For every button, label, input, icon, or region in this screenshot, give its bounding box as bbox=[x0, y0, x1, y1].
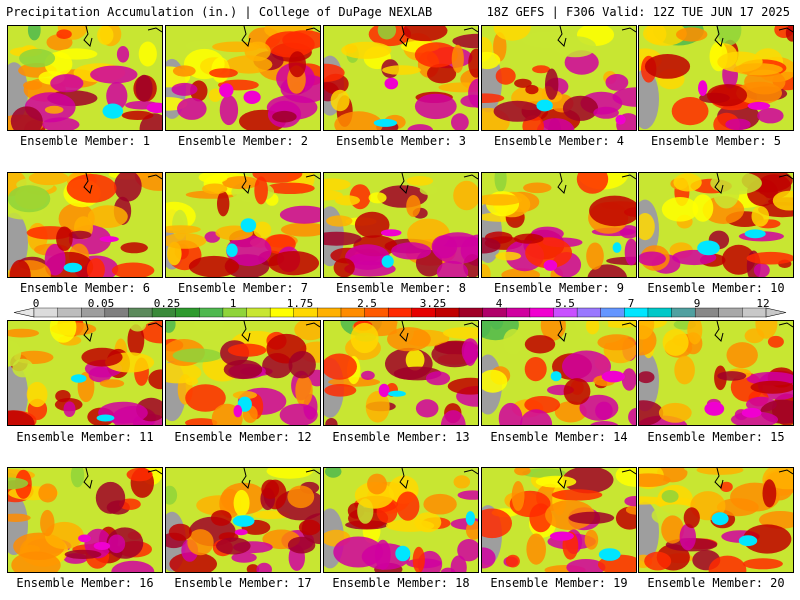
colorbar-swatch bbox=[529, 307, 554, 318]
member-map-20 bbox=[638, 467, 794, 573]
precip-colorbar bbox=[13, 307, 787, 318]
member-caption: Ensemble Member: 15 bbox=[647, 430, 785, 444]
member-caption: Ensemble Member: 11 bbox=[16, 430, 154, 444]
precip-field bbox=[482, 468, 636, 572]
colorbar-swatch bbox=[718, 307, 743, 318]
member-caption: Ensemble Member: 4 bbox=[493, 134, 625, 148]
precip-field bbox=[639, 468, 793, 572]
colorbar-swatch bbox=[506, 307, 531, 318]
member-map-18 bbox=[323, 467, 479, 573]
member-caption: Ensemble Member: 17 bbox=[174, 576, 312, 590]
colorbar-swatch bbox=[458, 307, 484, 318]
colorbar-swatch bbox=[647, 307, 673, 318]
member-caption: Ensemble Member: 9 bbox=[493, 281, 625, 295]
member-map-7 bbox=[165, 172, 321, 278]
member-map-10 bbox=[638, 172, 794, 278]
precip-field bbox=[639, 321, 793, 425]
member-map-6 bbox=[7, 172, 163, 278]
run-valid-time: 18Z GEFS | F306 Valid: 12Z TUE JUN 17 20… bbox=[486, 5, 790, 19]
member-map-15 bbox=[638, 320, 794, 426]
member-caption: Ensemble Member: 19 bbox=[490, 576, 628, 590]
member-map-14 bbox=[481, 320, 637, 426]
member-map-13 bbox=[323, 320, 479, 426]
member-map-11 bbox=[7, 320, 163, 426]
colorbar-min-arrow bbox=[13, 307, 35, 318]
member-map-9 bbox=[481, 172, 637, 278]
colorbar-swatch bbox=[576, 307, 602, 318]
member-caption: Ensemble Member: 16 bbox=[16, 576, 154, 590]
member-caption: Ensemble Member: 18 bbox=[332, 576, 470, 590]
colorbar-tick-label: 0 bbox=[32, 297, 40, 310]
colorbar-swatch bbox=[317, 307, 342, 318]
member-map-16 bbox=[7, 467, 163, 573]
member-map-1 bbox=[7, 25, 163, 131]
colorbar-tick-label: 5.5 bbox=[555, 297, 575, 310]
map-title: Precipitation Accumulation (in.) | Colle… bbox=[6, 5, 433, 19]
member-caption: Ensemble Member: 1 bbox=[19, 134, 151, 148]
precip-field bbox=[324, 173, 478, 277]
colorbar-swatch bbox=[128, 307, 153, 318]
member-caption: Ensemble Member: 2 bbox=[177, 134, 309, 148]
member-caption: Ensemble Member: 5 bbox=[650, 134, 782, 148]
precip-field bbox=[482, 26, 636, 130]
colorbar-swatch bbox=[600, 307, 625, 318]
colorbar-swatch bbox=[57, 307, 82, 318]
precip-field bbox=[324, 321, 478, 425]
precip-field bbox=[324, 26, 478, 130]
colorbar-swatch bbox=[482, 307, 507, 318]
member-map-12 bbox=[165, 320, 321, 426]
colorbar-tick-label: 0.05 bbox=[87, 297, 115, 310]
member-caption: Ensemble Member: 13 bbox=[332, 430, 470, 444]
precip-field bbox=[324, 468, 478, 572]
precip-field bbox=[166, 468, 320, 572]
member-caption: Ensemble Member: 14 bbox=[490, 430, 628, 444]
precip-field bbox=[8, 321, 162, 425]
colorbar-swatch bbox=[199, 307, 224, 318]
member-map-17 bbox=[165, 467, 321, 573]
member-map-2 bbox=[165, 25, 321, 131]
member-map-5 bbox=[638, 25, 794, 131]
colorbar-max-arrow bbox=[765, 307, 787, 318]
member-map-19 bbox=[481, 467, 637, 573]
precip-field bbox=[166, 173, 320, 277]
colorbar-tick-label: 1.75 bbox=[286, 297, 314, 310]
member-map-4 bbox=[481, 25, 637, 131]
colorbar-tick-label: 1 bbox=[229, 297, 237, 310]
precip-field bbox=[8, 26, 162, 130]
member-caption: Ensemble Member: 12 bbox=[174, 430, 312, 444]
precip-field bbox=[639, 173, 793, 277]
member-map-8 bbox=[323, 172, 479, 278]
colorbar-tick-label: 7 bbox=[627, 297, 635, 310]
member-map-3 bbox=[323, 25, 479, 131]
colorbar-tick-label: 12 bbox=[756, 297, 770, 310]
precip-field bbox=[166, 321, 320, 425]
colorbar-tick-label: 9 bbox=[693, 297, 701, 310]
member-caption: Ensemble Member: 8 bbox=[335, 281, 467, 295]
colorbar-swatch bbox=[671, 307, 696, 318]
precip-field bbox=[639, 26, 793, 130]
member-caption: Ensemble Member: 20 bbox=[647, 576, 785, 590]
precip-field bbox=[482, 173, 636, 277]
colorbar-tick-label: 2.5 bbox=[357, 297, 377, 310]
colorbar-tick-label: 0.25 bbox=[153, 297, 181, 310]
precip-field bbox=[8, 173, 162, 277]
member-caption: Ensemble Member: 3 bbox=[335, 134, 467, 148]
colorbar-swatch bbox=[387, 307, 413, 318]
precip-field bbox=[8, 468, 162, 572]
member-caption: Ensemble Member: 7 bbox=[177, 281, 309, 295]
colorbar-swatch bbox=[246, 307, 271, 318]
precip-field bbox=[482, 321, 636, 425]
precip-field bbox=[166, 26, 320, 130]
colorbar-tick-label: 4 bbox=[495, 297, 503, 310]
member-caption: Ensemble Member: 10 bbox=[647, 281, 785, 295]
member-caption: Ensemble Member: 6 bbox=[19, 281, 151, 295]
colorbar-tick-label: 3.25 bbox=[419, 297, 447, 310]
